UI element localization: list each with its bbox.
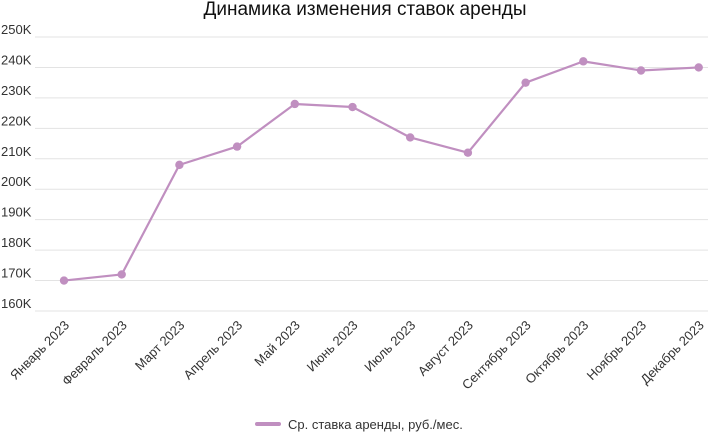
x-tick-label: Май 2023 <box>251 318 303 370</box>
y-tick-label: 170K <box>1 266 32 281</box>
x-tick-label: Август 2023 <box>415 318 476 379</box>
y-tick-label: 180K <box>1 235 32 250</box>
x-tick-label: Январь 2023 <box>7 318 72 383</box>
x-tick-label: Март 2023 <box>132 318 188 374</box>
data-point[interactable] <box>175 160 184 170</box>
x-tick-label: Апрель 2023 <box>180 318 245 383</box>
y-tick-label: 200K <box>1 174 32 189</box>
series-layer <box>59 57 703 285</box>
data-point[interactable] <box>232 142 242 151</box>
legend: Ср. ставка аренды, руб./мес. <box>255 417 463 432</box>
y-tick-label: 230K <box>1 83 32 98</box>
data-point[interactable] <box>694 63 703 72</box>
data-point[interactable] <box>406 133 415 142</box>
y-tick-label: 220K <box>1 113 32 128</box>
y-tick-label: 190K <box>1 205 32 220</box>
data-point[interactable] <box>59 276 69 285</box>
data-point[interactable] <box>463 148 473 157</box>
legend-label: Ср. ставка аренды, руб./мес. <box>288 417 463 432</box>
y-axis: 160K 170K 180K 190K 200K 210K 220K 230K 240K 250K <box>1 22 32 311</box>
series-line <box>63 60 699 282</box>
grid-layer <box>35 36 708 312</box>
data-point[interactable] <box>521 78 530 87</box>
data-point[interactable] <box>636 66 646 75</box>
x-tick-label: Июнь 2023 <box>304 318 361 375</box>
data-point[interactable] <box>117 270 126 279</box>
y-tick-label: 250K <box>1 22 32 37</box>
data-point[interactable] <box>290 99 299 109</box>
data-point[interactable] <box>579 57 588 66</box>
x-tick-label: Июль 2023 <box>361 318 418 375</box>
y-tick-label: 240K <box>1 52 32 67</box>
chart-title: Динамика изменения ставок аренды <box>203 0 526 20</box>
data-point[interactable] <box>348 102 357 112</box>
y-tick-label: 210K <box>1 144 32 159</box>
y-tick-label: 160K <box>1 296 32 311</box>
